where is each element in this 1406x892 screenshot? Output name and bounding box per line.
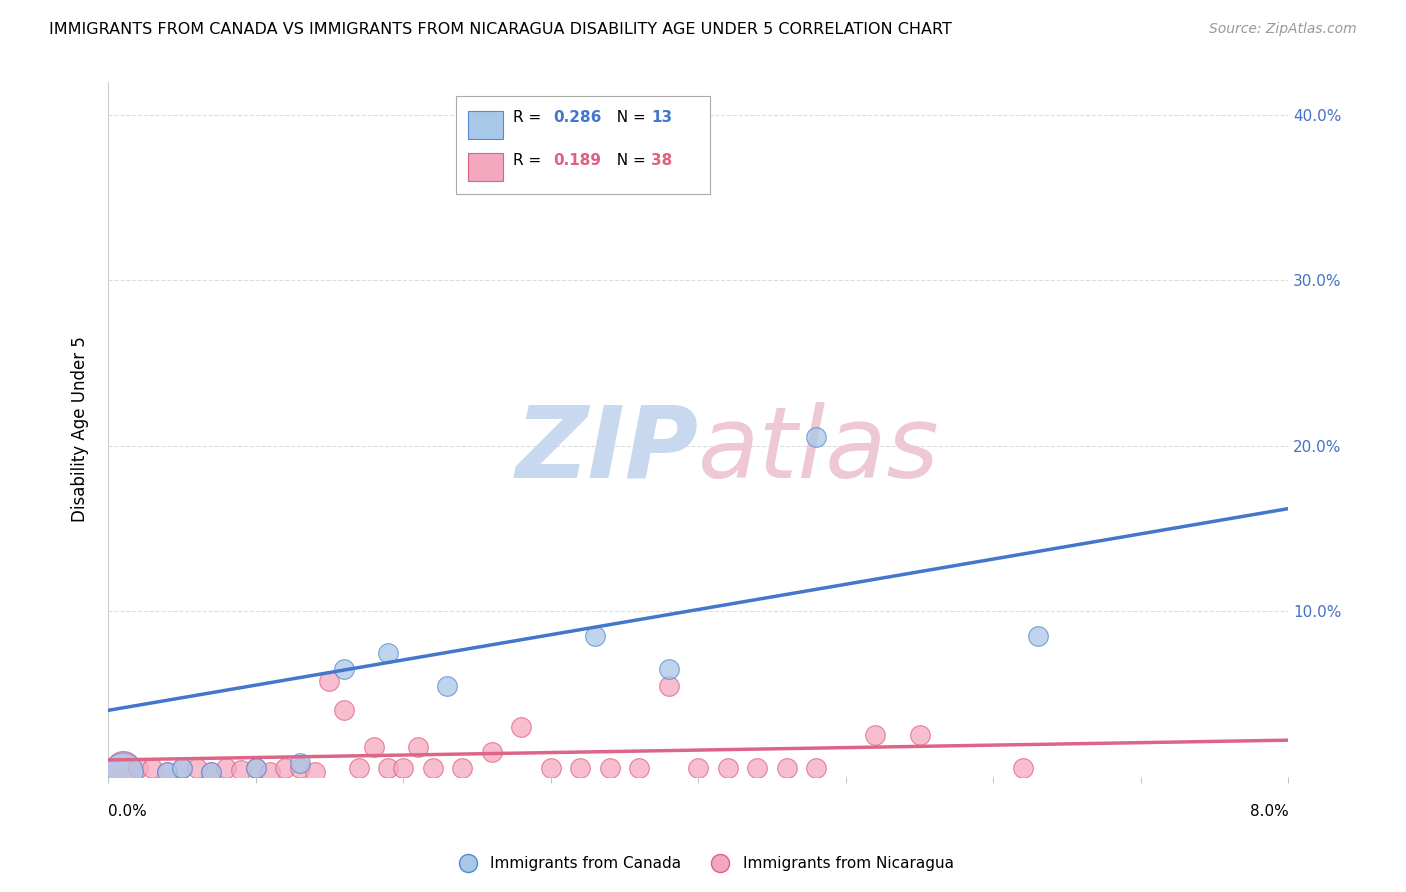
Point [1026, 629, 1049, 643]
Point [259, 764, 281, 779]
Point [658, 679, 681, 693]
Point [806, 761, 828, 775]
Point [245, 761, 267, 775]
Point [510, 720, 533, 734]
Point [377, 646, 399, 660]
Point [392, 761, 415, 775]
Text: IMMIGRANTS FROM CANADA VS IMMIGRANTS FROM NICARAGUA DISABILITY AGE UNDER 5 CORRE: IMMIGRANTS FROM CANADA VS IMMIGRANTS FRO… [49, 22, 952, 37]
Point [318, 673, 340, 688]
Text: 0.0%: 0.0% [108, 805, 146, 820]
Point [363, 739, 385, 754]
Point [406, 739, 429, 754]
Text: atlas: atlas [699, 401, 939, 499]
Point [288, 756, 311, 771]
Point [540, 761, 562, 775]
Point [776, 761, 799, 775]
Point [200, 764, 222, 779]
Text: R =: R = [513, 110, 546, 125]
Point [333, 662, 356, 676]
Point [628, 761, 651, 775]
Point [1011, 761, 1033, 775]
Point [658, 662, 681, 676]
Point [865, 728, 887, 742]
Point [422, 761, 444, 775]
Text: Source: ZipAtlas.com: Source: ZipAtlas.com [1209, 22, 1357, 37]
FancyBboxPatch shape [468, 153, 503, 180]
Point [170, 761, 193, 775]
Point [186, 761, 208, 775]
Point [451, 761, 474, 775]
Point [806, 430, 828, 444]
Y-axis label: Disability Age Under 5: Disability Age Under 5 [72, 336, 89, 522]
Text: 0.189: 0.189 [553, 153, 600, 168]
Text: 8.0%: 8.0% [1250, 805, 1288, 820]
Point [215, 761, 238, 775]
Point [688, 761, 710, 775]
Point [481, 745, 503, 759]
Point [599, 761, 621, 775]
Point [717, 761, 740, 775]
Point [436, 679, 458, 693]
Point [274, 761, 297, 775]
Text: ZIP: ZIP [515, 401, 699, 499]
Point [111, 764, 134, 779]
Point [583, 629, 606, 643]
Point [377, 761, 399, 775]
Text: N =: N = [607, 153, 651, 168]
FancyBboxPatch shape [468, 112, 503, 139]
Text: N =: N = [607, 110, 651, 125]
Text: 0.286: 0.286 [553, 110, 602, 125]
Point [245, 761, 267, 775]
Point [156, 764, 179, 779]
FancyBboxPatch shape [456, 95, 710, 194]
Text: R =: R = [513, 153, 546, 168]
Legend: Immigrants from Canada, Immigrants from Nicaragua: Immigrants from Canada, Immigrants from … [446, 850, 960, 877]
Point [141, 761, 163, 775]
Text: 38: 38 [651, 153, 672, 168]
Point [200, 764, 222, 779]
Text: 13: 13 [651, 110, 672, 125]
Point [288, 761, 311, 775]
Point [229, 763, 252, 777]
Point [908, 728, 931, 742]
Point [569, 761, 592, 775]
Point [304, 764, 326, 779]
Point [170, 761, 193, 775]
Point [127, 761, 149, 775]
Point [156, 764, 179, 779]
Point [747, 761, 769, 775]
Point [347, 761, 370, 775]
Point [333, 703, 356, 717]
Point [111, 761, 134, 775]
